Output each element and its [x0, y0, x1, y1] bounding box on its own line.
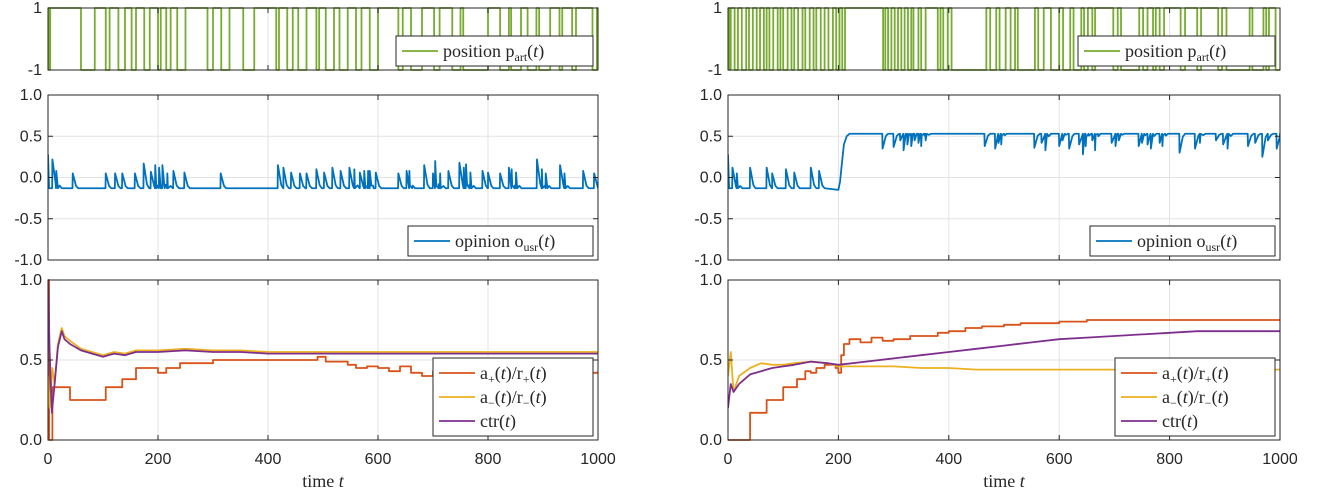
- x-tick-label: 1000: [580, 451, 616, 468]
- y-tick-label: -1: [28, 62, 42, 79]
- x-tick-label: 600: [365, 451, 392, 468]
- y-tick-label: 0.5: [20, 352, 42, 369]
- legend: opinion ousr(t): [1089, 225, 1276, 257]
- legend-label-a_plus: a+(t)/r+(t): [480, 363, 547, 386]
- y-tick-label: 0.0: [20, 170, 42, 187]
- panel-left-middle: 1.0 0.5 0.0 -0.5 -1.0 opinion ousr(t): [14, 87, 599, 269]
- y-tick-label: 1.0: [700, 87, 722, 104]
- x-axis-label: time t: [983, 471, 1026, 491]
- x-tick-label: 600: [1046, 451, 1073, 468]
- x-tick-label: 0: [44, 451, 53, 468]
- y-tick-label: -1.0: [14, 252, 42, 269]
- series-line-opinion: [728, 132, 1280, 191]
- y-tick-label: 0.5: [700, 128, 722, 145]
- panel-right-bottom: 1.0 0.5 0.00 200 400 600 800 1000 time t a+(t)/r+…: [700, 272, 1298, 491]
- y-tick-label: 0.5: [20, 128, 42, 145]
- x-tick-label: 400: [935, 451, 962, 468]
- y-tick-label: 0.5: [700, 352, 722, 369]
- y-tick-label: 1.0: [20, 87, 42, 104]
- legend-label-a_minus: a−(t)/r−(t): [1162, 387, 1229, 410]
- legend: position part(t): [395, 35, 594, 67]
- panel-right-middle: 1.0 0.5 0.0 -0.5 -1.0 opinion ousr(t): [694, 87, 1281, 269]
- y-tick-label: -1: [708, 62, 722, 79]
- y-tick-label: 1.0: [700, 272, 722, 289]
- axes-box: [47, 7, 599, 71]
- y-tick-label: -0.5: [694, 211, 722, 228]
- series-line-a_minus: [48, 327, 598, 409]
- x-tick-label: 800: [1156, 451, 1183, 468]
- series-group: [48, 154, 598, 190]
- panel-right-top: 1 -1 position part(t): [708, 0, 1281, 79]
- x-tick-label: 800: [475, 451, 502, 468]
- legend: a+(t)/r+(t)a−(t)/r−(t)ctr(t): [432, 357, 594, 437]
- series-line-a_plus: [728, 319, 1280, 441]
- panel-left-bottom: 1.0 0.5 0.00 200 400 600 800 1000 time t a+(t)/r+…: [20, 272, 616, 491]
- y-tick-label: 0.0: [700, 432, 722, 449]
- legend-label-a_minus: a−(t)/r−(t): [480, 387, 547, 410]
- x-tick-label: 1000: [1262, 451, 1298, 468]
- legend-box: [395, 35, 594, 67]
- legend-label-position: position part(t): [1125, 41, 1226, 64]
- x-axis-label: time t: [302, 471, 345, 491]
- series-line-ctr: [728, 330, 1280, 409]
- y-tick-label: 1: [33, 0, 42, 17]
- legend: position part(t): [1077, 35, 1276, 67]
- x-tick-label: 200: [825, 451, 852, 468]
- legend-label-opinion: opinion ousr(t): [1137, 231, 1237, 254]
- series-line-ctr: [48, 279, 598, 414]
- y-tick-label: 0.0: [700, 170, 722, 187]
- y-tick-label: 1.0: [20, 272, 42, 289]
- y-tick-label: 0.0: [20, 432, 42, 449]
- series-line-opinion: [48, 154, 598, 190]
- panel-left-top: 1 -1 position part(t): [28, 0, 599, 79]
- y-tick-label: -0.5: [14, 211, 42, 228]
- y-tick-label: 1: [713, 0, 722, 17]
- legend-label-ctr: ctr(t): [1162, 411, 1198, 432]
- legend: opinion ousr(t): [407, 225, 594, 257]
- x-tick-label: 0: [724, 451, 733, 468]
- legend: a+(t)/r+(t)a−(t)/r−(t)ctr(t): [1114, 357, 1276, 437]
- legend-label-position: position part(t): [443, 41, 544, 64]
- axes-box: [727, 7, 1281, 71]
- legend-label-a_plus: a+(t)/r+(t): [1162, 363, 1229, 386]
- legend-label-opinion: opinion ousr(t): [455, 231, 555, 254]
- series-group: [728, 132, 1280, 191]
- y-tick-label: -1.0: [694, 252, 722, 269]
- x-tick-label: 400: [255, 451, 282, 468]
- x-tick-label: 200: [145, 451, 172, 468]
- legend-label-ctr: ctr(t): [480, 411, 516, 432]
